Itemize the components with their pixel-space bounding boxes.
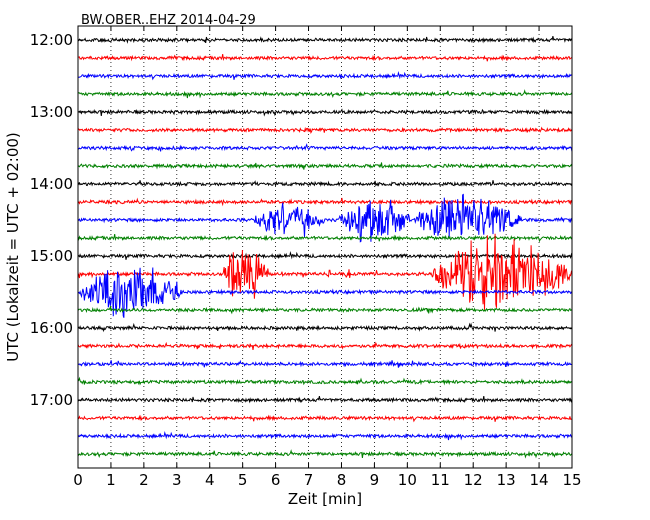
seismic-trace <box>77 126 573 134</box>
x-tick-label: 10 <box>398 471 417 489</box>
vertical-gridlines <box>110 26 540 468</box>
y-tick-label: 14:00 <box>30 175 73 193</box>
x-tick-label: 3 <box>172 471 182 489</box>
x-tick-label: 13 <box>497 471 516 489</box>
plot-frame <box>77 25 573 469</box>
seismic-trace <box>77 197 573 207</box>
x-tick-label: 11 <box>431 471 450 489</box>
seismic-trace <box>77 193 573 243</box>
seismic-trace <box>77 162 573 170</box>
x-tick-label: 5 <box>238 471 248 489</box>
x-axis-ticks: 0 1 2 3 4 5 6 7 8 9 10 11 12 13 14 15 <box>73 26 582 489</box>
seismic-trace <box>77 108 573 117</box>
seismic-trace <box>77 431 573 441</box>
x-axis-label: Zeit [min] <box>288 490 362 508</box>
x-tick-label: 12 <box>464 471 483 489</box>
y-tick-label: 13:00 <box>30 103 73 121</box>
chart-title: BW.OBER..EHZ 2014-04-29 <box>81 13 256 28</box>
x-tick-label: 15 <box>562 471 581 489</box>
x-tick-label: 4 <box>205 471 215 489</box>
x-tick-label: 9 <box>370 471 380 489</box>
seismic-trace <box>77 54 573 62</box>
seismic-trace <box>77 233 573 310</box>
seismic-trace <box>77 341 573 350</box>
y-tick-label: 17:00 <box>30 391 73 409</box>
x-tick-label: 8 <box>337 471 347 489</box>
x-tick-label: 7 <box>304 471 314 489</box>
seismic-trace <box>77 251 573 260</box>
y-axis-ticks: 12:00 13:00 14:00 15:00 16:00 17:00 <box>30 31 572 409</box>
y-tick-label: 16:00 <box>30 319 73 337</box>
seismic-traces <box>77 35 573 459</box>
seismic-trace <box>77 376 573 386</box>
y-axis-label: UTC (Lokalzeit = UTC + 02:00) <box>4 132 22 362</box>
x-tick-label: 0 <box>73 471 83 489</box>
x-tick-label: 14 <box>530 471 549 489</box>
seismic-trace <box>77 305 573 315</box>
x-tick-label: 2 <box>139 471 149 489</box>
seismic-trace <box>77 267 573 318</box>
seismic-trace <box>77 234 573 243</box>
seismic-trace <box>77 322 573 333</box>
x-tick-label: 6 <box>271 471 281 489</box>
seismic-trace <box>77 395 573 404</box>
y-tick-label: 12:00 <box>30 31 73 49</box>
seismic-trace <box>77 449 573 459</box>
seismic-trace <box>77 359 573 368</box>
x-tick-label: 1 <box>106 471 116 489</box>
y-tick-label: 15:00 <box>30 247 73 265</box>
seismic-trace <box>77 414 573 423</box>
seismic-trace <box>77 89 573 99</box>
seismic-trace <box>77 71 573 81</box>
seismic-trace <box>77 35 573 44</box>
seismic-trace <box>77 143 573 152</box>
seismic-trace <box>77 180 573 188</box>
